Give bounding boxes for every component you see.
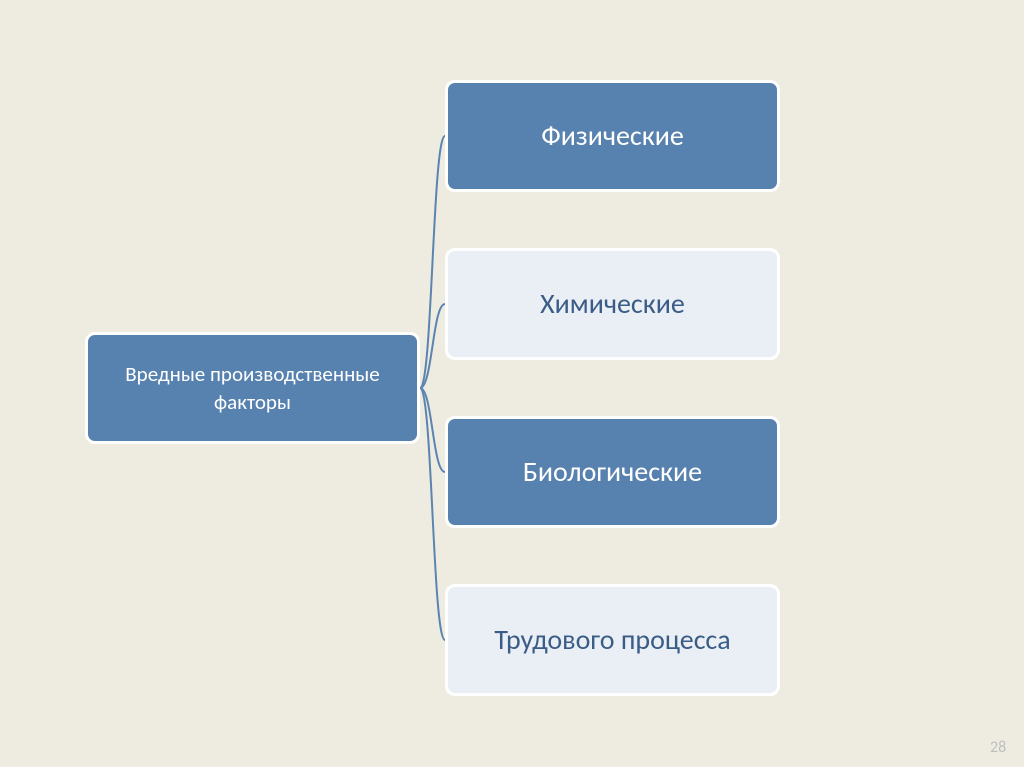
page-number: 28 [990, 738, 1006, 757]
slide: 28 Вредные производственные факторы Физич… [0, 0, 1024, 767]
child-node-biological-label: Биологические [523, 453, 702, 491]
child-node-labor-label: Трудового процесса [494, 621, 730, 659]
connector-biological [420, 388, 445, 472]
child-node-biological: Биологические [445, 416, 780, 528]
root-node: Вредные производственные факторы [85, 332, 420, 444]
child-node-physical: Физические [445, 80, 780, 192]
root-node-label: Вредные производственные факторы [106, 360, 399, 417]
child-node-chemical: Химические [445, 248, 780, 360]
connector-chemical [420, 304, 445, 388]
connector-physical [420, 136, 445, 388]
child-node-physical-label: Физические [541, 117, 684, 155]
child-node-chemical-label: Химические [540, 285, 685, 323]
connector-labor [420, 388, 445, 640]
child-node-labor: Трудового процесса [445, 584, 780, 696]
